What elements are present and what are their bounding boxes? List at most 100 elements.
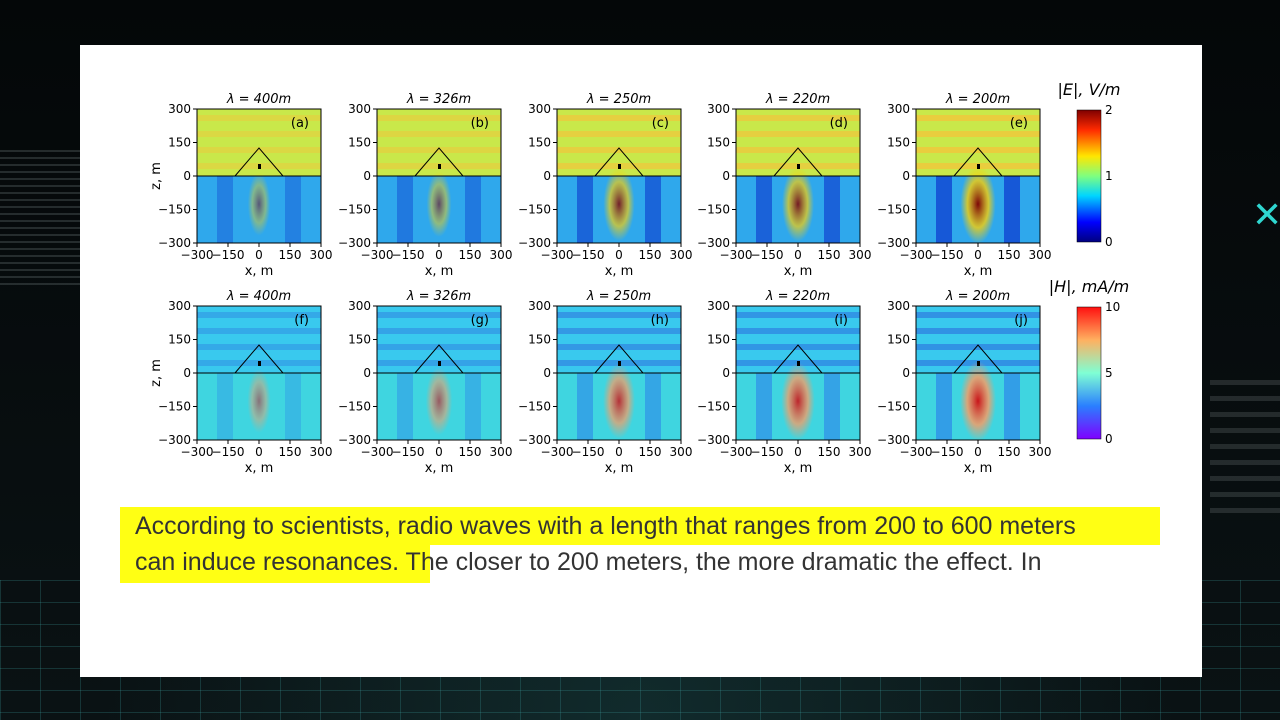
y-tick-label: 0 xyxy=(543,366,551,380)
panel-side-lobe-right xyxy=(824,373,840,440)
panel-band xyxy=(377,344,501,350)
x-axis-label: x, m xyxy=(605,461,634,476)
panel-band xyxy=(736,115,860,121)
y-tick-label: −300 xyxy=(518,236,551,250)
chamber-marker xyxy=(797,361,800,366)
x-tick-label: −300 xyxy=(181,445,214,459)
x-tick-label: −300 xyxy=(541,248,574,262)
panel-hotspot xyxy=(425,367,453,435)
panel-letter: (i) xyxy=(834,313,848,328)
x-tick-label: −300 xyxy=(181,248,214,262)
y-tick-label: 150 xyxy=(528,333,551,347)
panel-band xyxy=(916,312,1040,318)
panel-title: λ = 220m xyxy=(765,289,830,304)
panel-letter: (c) xyxy=(652,116,669,131)
y-tick-label: −150 xyxy=(158,203,191,217)
panel-side-lobe-left xyxy=(217,373,233,440)
x-tick-label: −300 xyxy=(720,445,753,459)
panel-band xyxy=(377,312,501,318)
x-tick-label: −150 xyxy=(212,445,245,459)
y-tick-label: −150 xyxy=(338,203,371,217)
panel-band xyxy=(377,115,501,121)
x-tick-label: 300 xyxy=(849,248,872,262)
y-tick-label: 150 xyxy=(887,136,910,150)
x-tick-label: 150 xyxy=(639,445,662,459)
panel-title: λ = 400m xyxy=(226,289,291,304)
x-tick-label: −150 xyxy=(572,248,605,262)
y-tick-label: 300 xyxy=(887,299,910,313)
panel-letter: (d) xyxy=(830,116,848,131)
panel-letter: (j) xyxy=(1014,313,1028,328)
panel-band xyxy=(557,147,681,153)
panel-title: λ = 220m xyxy=(765,92,830,107)
x-axis-label: x, m xyxy=(784,264,813,279)
y-tick-label: −300 xyxy=(697,236,730,250)
colorbar-tick-label: 5 xyxy=(1105,366,1113,380)
x-tick-label: −300 xyxy=(541,445,574,459)
colorbar-frame xyxy=(1076,109,1102,243)
close-x-icon: ✕ xyxy=(1252,195,1280,236)
x-tick-label: −150 xyxy=(931,445,964,459)
panel-band xyxy=(377,131,501,137)
colorbar-tick-label: 1 xyxy=(1105,169,1113,183)
panel-band xyxy=(197,131,321,137)
x-tick-label: −150 xyxy=(212,248,245,262)
panel-band xyxy=(736,147,860,153)
colorbar-label: |E|, V/m xyxy=(1058,80,1121,99)
caption-line2: can induce resonances. The closer to 200… xyxy=(135,543,1042,581)
panel-side-lobe-right xyxy=(465,176,481,243)
x-tick-label: 0 xyxy=(794,445,802,459)
panel-hotspot xyxy=(426,171,452,237)
x-tick-label: 150 xyxy=(818,445,841,459)
y-tick-label: 0 xyxy=(902,366,910,380)
y-tick-label: −300 xyxy=(338,433,371,447)
panel-band xyxy=(736,312,860,318)
chamber-marker xyxy=(977,164,980,169)
y-tick-label: 0 xyxy=(363,366,371,380)
x-axis-label: x, m xyxy=(964,264,993,279)
x-tick-label: 0 xyxy=(974,445,982,459)
y-tick-label: −300 xyxy=(338,236,371,250)
y-tick-label: 150 xyxy=(168,136,191,150)
panel-title: λ = 200m xyxy=(945,289,1010,304)
panel-letter: (e) xyxy=(1010,116,1028,131)
y-tick-label: 300 xyxy=(707,102,730,116)
panel-band xyxy=(557,115,681,121)
panel-band xyxy=(557,131,681,137)
y-tick-label: −300 xyxy=(518,433,551,447)
y-tick-label: 150 xyxy=(707,136,730,150)
y-axis-label: z, m xyxy=(149,359,164,387)
y-tick-label: 0 xyxy=(722,169,730,183)
x-tick-label: 150 xyxy=(279,445,302,459)
x-tick-label: 0 xyxy=(435,248,443,262)
y-tick-label: −150 xyxy=(518,400,551,414)
panel-band xyxy=(736,328,860,334)
x-tick-label: 300 xyxy=(670,248,693,262)
y-tick-label: 300 xyxy=(707,299,730,313)
y-tick-label: −150 xyxy=(158,400,191,414)
panel-band xyxy=(197,115,321,121)
y-tick-label: 150 xyxy=(348,333,371,347)
y-tick-label: −150 xyxy=(877,400,910,414)
x-tick-label: 0 xyxy=(794,248,802,262)
panel-band xyxy=(916,328,1040,334)
x-axis-label: x, m xyxy=(964,461,993,476)
x-tick-label: 300 xyxy=(490,248,513,262)
panel-title: λ = 200m xyxy=(945,92,1010,107)
panel-hotspot xyxy=(603,363,635,439)
y-tick-label: −150 xyxy=(697,203,730,217)
y-axis-label: z, m xyxy=(149,162,164,190)
panel-hotspot xyxy=(960,361,996,441)
x-tick-label: 300 xyxy=(1029,248,1052,262)
x-tick-label: −150 xyxy=(751,248,784,262)
panel-letter: (f) xyxy=(294,313,309,328)
y-tick-label: 300 xyxy=(528,102,551,116)
panel-title: λ = 326m xyxy=(406,92,471,107)
y-tick-label: 150 xyxy=(528,136,551,150)
panel-title: λ = 400m xyxy=(226,92,291,107)
colorbar xyxy=(1077,110,1101,242)
chamber-marker xyxy=(258,164,261,169)
panel-side-lobe-left xyxy=(577,176,593,243)
x-tick-label: 150 xyxy=(279,248,302,262)
x-tick-label: −150 xyxy=(931,248,964,262)
